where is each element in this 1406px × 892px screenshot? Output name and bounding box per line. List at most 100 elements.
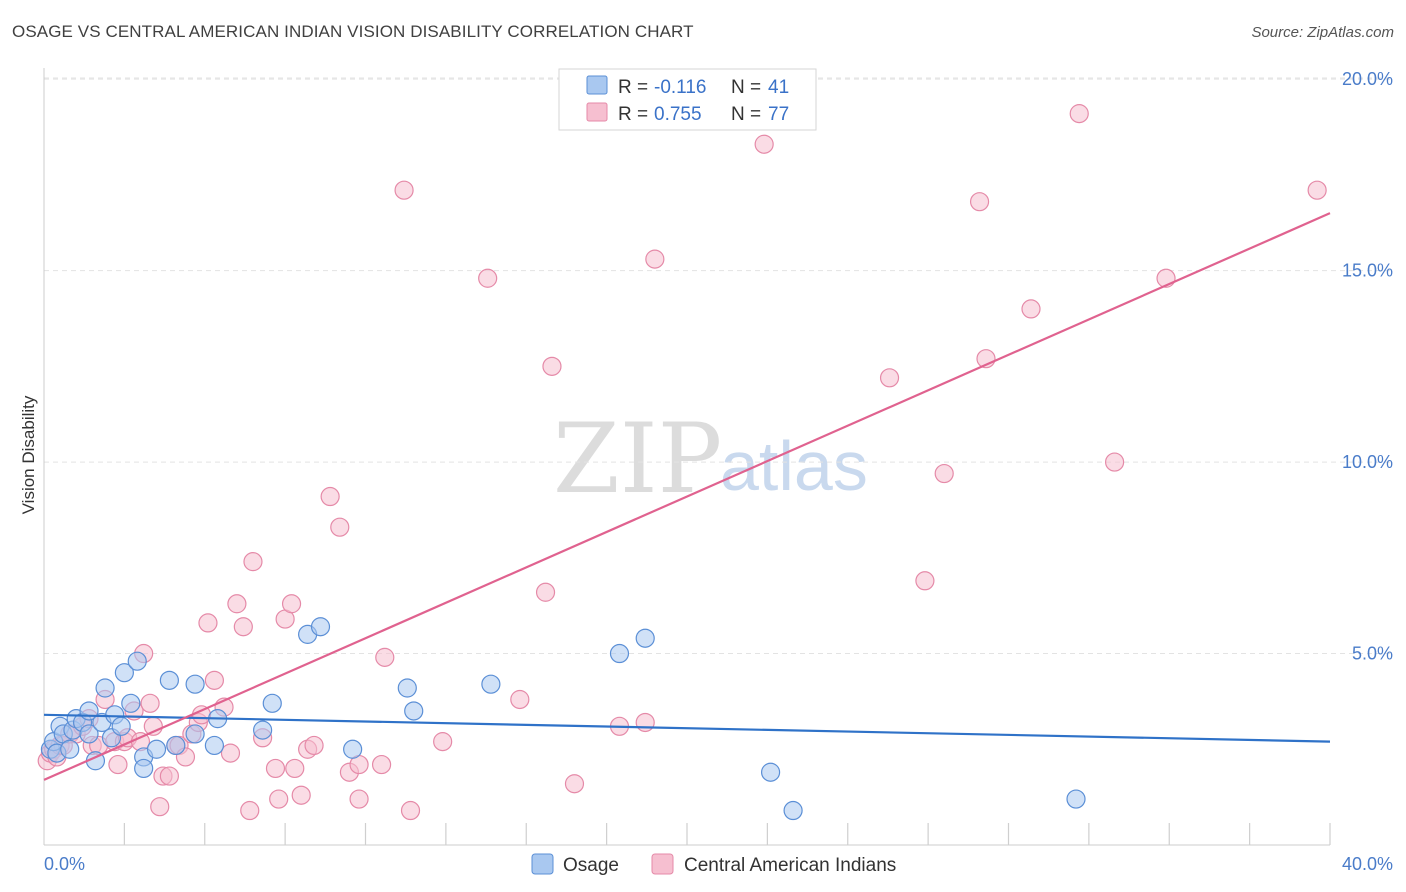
cai-point [240, 800, 260, 821]
osage-point [95, 678, 115, 698]
osage-point [111, 716, 131, 736]
legend-swatch-osage [586, 75, 608, 95]
cai-point [375, 647, 395, 667]
cai-point [478, 268, 498, 288]
osage-point [79, 724, 99, 744]
cai-point [265, 758, 286, 779]
x-ticks [123, 823, 1331, 845]
legend-r-label-osage: R = [618, 77, 648, 98]
cai-point [330, 517, 350, 537]
cai-point [150, 797, 170, 817]
osage-point [609, 643, 630, 664]
cai-point [349, 789, 369, 809]
osage-point [146, 739, 167, 759]
y-tick-label: 20.0% [1342, 69, 1393, 89]
cai-point [140, 693, 160, 713]
y-tick-label: 15.0% [1342, 261, 1393, 281]
cai-point [371, 754, 392, 775]
cai-point [108, 754, 128, 775]
legend-n-value-cai: 77 [768, 104, 789, 125]
legend-swatch-cai [586, 102, 608, 122]
trend-lines [43, 212, 1331, 781]
osage-point [310, 617, 331, 637]
osage-point [635, 628, 655, 648]
cai-point [1021, 299, 1041, 319]
cai-trend-line [43, 212, 1331, 781]
cai-point [233, 617, 253, 637]
osage-point [783, 800, 803, 821]
source-credit: Source: ZipAtlas.com [1251, 24, 1394, 41]
watermark-atlas: atlas [720, 427, 868, 505]
osage-point [134, 758, 154, 779]
series-osage-points [40, 617, 1086, 821]
osage-point [204, 735, 224, 756]
cai-point [879, 368, 900, 388]
osage-point [262, 693, 282, 713]
y-axis-label: Vision Disability [19, 395, 38, 514]
series-legend: Osage Central American Indians [531, 853, 896, 876]
osage-point [121, 693, 141, 713]
osage-point [159, 670, 179, 690]
chart-title: OSAGE VS CENTRAL AMERICAN INDIAN VISION … [12, 22, 694, 41]
cai-point [220, 743, 241, 763]
legend-r-label-cai: R = [618, 104, 648, 125]
x-tick-labels: 0.0% 40.0% [44, 854, 1393, 874]
osage-point [166, 735, 186, 756]
cai-point [645, 249, 665, 269]
y-tick-labels: 5.0% 10.0% 15.0% 20.0% [1342, 69, 1393, 663]
cai-point [304, 735, 324, 756]
legend-r-value-osage: -0.116 [654, 77, 706, 98]
y-tick-label: 10.0% [1342, 452, 1393, 472]
osage-point [185, 724, 205, 744]
cai-point [291, 785, 311, 805]
bottom-legend-label-osage: Osage [563, 855, 619, 876]
cai-point [394, 180, 414, 200]
cai-point [204, 670, 224, 690]
bottom-legend-swatch-osage [531, 853, 554, 875]
watermark-zip: ZIP [553, 403, 722, 515]
legend-n-value-osage: 41 [768, 77, 789, 98]
osage-point [253, 720, 273, 740]
x-tick-label: 0.0% [44, 854, 85, 874]
cai-point [564, 774, 585, 794]
x-tick-label: 40.0% [1342, 854, 1393, 874]
osage-point [60, 739, 80, 759]
cai-point [934, 463, 954, 484]
cai-point [320, 486, 340, 507]
cai-point [635, 712, 655, 733]
cai-point [510, 689, 530, 710]
cai-point [227, 594, 247, 614]
cai-point [542, 356, 562, 376]
cai-point [269, 789, 289, 809]
cai-point [915, 571, 935, 591]
cai-point [198, 613, 218, 633]
cai-point [281, 594, 302, 614]
bottom-legend-label-cai: Central American Indians [684, 855, 896, 876]
cai-point [243, 552, 263, 572]
osage-point [760, 762, 781, 782]
y-tick-label: 5.0% [1352, 644, 1393, 664]
cai-point [159, 766, 179, 786]
cai-point [1069, 104, 1089, 124]
legend-n-label-osage: N = [731, 77, 761, 98]
osage-point [343, 739, 363, 759]
cai-point [535, 582, 556, 602]
osage-point [185, 674, 205, 694]
cai-point [400, 800, 421, 821]
cai-point [1307, 180, 1327, 200]
osage-point [127, 651, 147, 671]
osage-trend-line [43, 713, 1331, 743]
cai-point [433, 732, 453, 752]
bottom-legend-swatch-cai [651, 853, 674, 875]
cai-point [754, 134, 774, 154]
osage-point [404, 701, 424, 721]
cai-point [285, 758, 305, 779]
osage-point [481, 674, 501, 694]
osage-point [397, 678, 417, 698]
legend-r-value-cai: 0.755 [654, 104, 702, 125]
osage-point [114, 663, 134, 683]
cai-point [969, 192, 990, 212]
stats-legend: R = -0.116 N = 41 R = 0.755 N = 77 [558, 68, 817, 131]
legend-n-label-cai: N = [731, 104, 761, 125]
